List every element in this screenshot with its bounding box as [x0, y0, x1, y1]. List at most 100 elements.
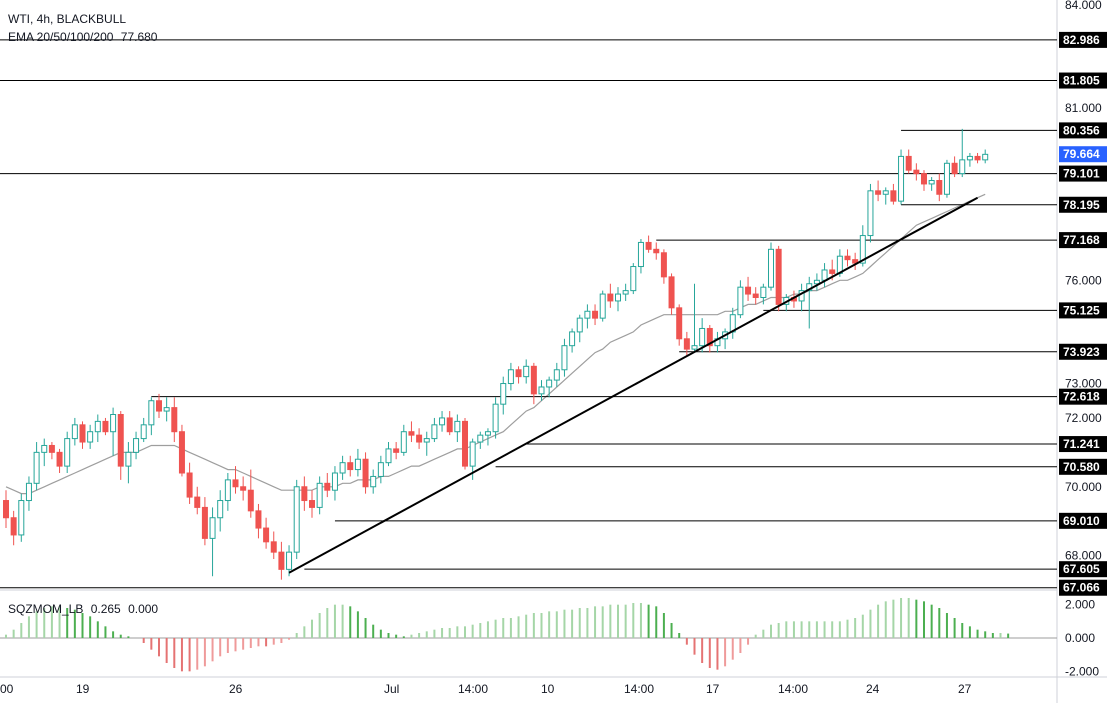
- candle-body: [163, 407, 170, 412]
- price-tick-76.000: 76.000: [1065, 273, 1102, 287]
- candle: [607, 283, 614, 308]
- candle: [278, 541, 285, 580]
- level-tag-72.618: 72.618: [1063, 390, 1100, 404]
- symbol-label: WTI, 4h, BLACKBULL: [8, 12, 127, 26]
- candle-body: [683, 338, 690, 350]
- candle-body: [10, 517, 17, 536]
- level-tag-71.241: 71.241: [1063, 437, 1100, 451]
- candle: [546, 376, 553, 398]
- level-tag-bg-79.101: [1059, 165, 1107, 182]
- candle: [959, 128, 966, 178]
- candle-body: [561, 345, 568, 371]
- level-tag-bg-71.241: [1059, 436, 1107, 453]
- candle: [201, 497, 208, 546]
- time-tick-4: 14:00: [458, 682, 488, 696]
- candle-body: [423, 438, 430, 443]
- candle: [676, 304, 683, 346]
- candle: [913, 163, 920, 181]
- candle: [515, 366, 522, 384]
- candle-body: [393, 448, 400, 453]
- candle-body: [913, 169, 920, 175]
- candle: [400, 424, 407, 456]
- candle-body: [347, 462, 354, 471]
- candle: [462, 417, 468, 470]
- candle-body: [882, 190, 889, 195]
- candle-body: [852, 259, 859, 264]
- candle-body: [263, 527, 270, 543]
- candle: [760, 283, 767, 305]
- candle: [768, 242, 774, 291]
- candle-body: [247, 489, 254, 512]
- time-tick-3: Jul: [384, 682, 399, 696]
- level-tag-bg-69.010: [1059, 512, 1107, 529]
- candle-body: [217, 500, 224, 519]
- candle: [630, 263, 637, 295]
- candle-body: [943, 162, 950, 195]
- candle-body: [500, 383, 507, 405]
- candle: [163, 397, 170, 422]
- candle: [561, 338, 568, 377]
- price-axis-layer: 84.000 81.000 76.000 73.000 72.000 70.000 68.0…: [1059, 0, 1107, 678]
- candle: [921, 170, 927, 191]
- candle-body: [400, 431, 407, 453]
- candle: [217, 490, 224, 532]
- candle-body: [48, 444, 55, 453]
- candle-body: [768, 248, 774, 288]
- candle-body: [752, 293, 759, 299]
- candle: [507, 362, 514, 391]
- candle: [599, 290, 606, 322]
- candle: [102, 417, 109, 436]
- momentum-tick-2.000: 2.000: [1065, 598, 1095, 612]
- candle: [645, 235, 652, 253]
- level-tag-81.805: 81.805: [1063, 74, 1100, 88]
- candle: [660, 249, 667, 284]
- candle: [706, 325, 713, 353]
- candle: [316, 476, 323, 515]
- candle-body: [339, 462, 346, 474]
- candle: [79, 421, 86, 449]
- candle: [194, 486, 201, 515]
- level-tag-bg-70.580: [1059, 458, 1107, 475]
- candle: [691, 283, 698, 353]
- level-tag-bg-82.986: [1059, 31, 1107, 48]
- candle-body: [255, 510, 262, 529]
- candle: [301, 476, 308, 511]
- candle-body: [867, 190, 874, 237]
- candle: [653, 242, 660, 260]
- candle-body: [454, 420, 461, 433]
- candle-body: [87, 431, 94, 443]
- candle: [110, 407, 117, 456]
- candle: [140, 417, 147, 443]
- candle: [538, 380, 545, 401]
- candle-body: [699, 327, 706, 347]
- candle: [844, 249, 851, 267]
- level-tag-75.125: 75.125: [1063, 303, 1100, 317]
- candle-body: [622, 290, 629, 295]
- level-tag-73.923: 73.923: [1063, 345, 1100, 359]
- candle: [377, 455, 384, 484]
- candle-body: [599, 293, 606, 319]
- time-tick-9: 24: [866, 682, 880, 696]
- level-tag-80.356: 80.356: [1063, 123, 1100, 137]
- candle: [852, 252, 859, 270]
- candle: [530, 362, 537, 405]
- candle-body: [706, 327, 713, 347]
- candle-body: [25, 482, 32, 502]
- candle: [240, 476, 247, 501]
- candle-body: [966, 155, 973, 161]
- candle: [982, 149, 989, 164]
- price-tick-84.000: 84.000: [1065, 0, 1102, 12]
- candle-body: [607, 293, 614, 302]
- candle-body: [316, 482, 323, 508]
- candle-body: [133, 438, 140, 453]
- candle: [492, 397, 499, 439]
- candle-body: [286, 551, 293, 570]
- candle: [668, 273, 675, 315]
- candle-body: [737, 286, 744, 316]
- time-tick-0: 00: [0, 682, 14, 696]
- level-tag-bg-80.356: [1059, 122, 1107, 139]
- candle-body: [102, 420, 109, 433]
- candle: [775, 245, 782, 312]
- candle: [752, 287, 759, 305]
